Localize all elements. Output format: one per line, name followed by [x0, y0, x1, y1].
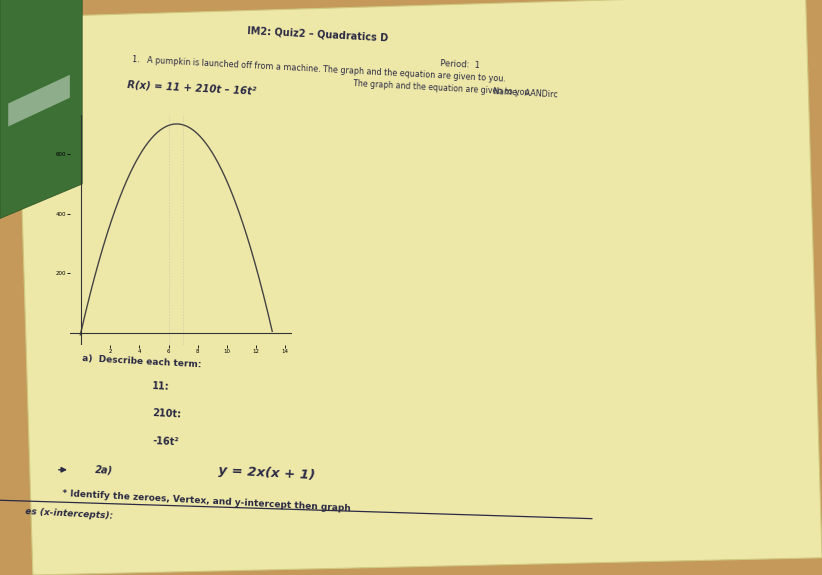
Bar [0, 431, 822, 460]
Text: * Identify the zeroes, Vertex, and y-intercept then graph: * Identify the zeroes, Vertex, and y-int… [62, 489, 351, 513]
Text: Period:  1: Period: 1 [440, 59, 480, 70]
Bar [0, 201, 822, 230]
Text: R(x) = 11 + 210t – 16t²: R(x) = 11 + 210t – 16t² [127, 79, 257, 96]
Bar [0, 230, 822, 259]
Bar [0, 316, 822, 345]
Bar [0, 460, 822, 489]
Bar [0, 374, 822, 402]
Text: IM2: Quiz2 – Quadratics D: IM2: Quiz2 – Quadratics D [247, 26, 388, 43]
Bar [0, 402, 822, 431]
Text: es (x-intercepts):: es (x-intercepts): [25, 507, 113, 521]
Text: 1.   A pumpkin is launched off from a machine. The graph and the equation are gi: 1. A pumpkin is launched off from a mach… [132, 55, 506, 83]
Text: The graph and the equation are given to you.: The graph and the equation are given to … [353, 79, 533, 98]
Text: y = 2x(x + 1): y = 2x(x + 1) [218, 464, 316, 482]
Bar [0, 144, 822, 172]
Text: 11:: 11: [152, 381, 170, 392]
Bar [0, 172, 822, 201]
Bar [0, 58, 822, 86]
Bar [0, 0, 822, 29]
Bar [0, 288, 822, 316]
Text: 2a): 2a) [95, 464, 113, 475]
Bar [0, 489, 822, 518]
Text: -16t²: -16t² [152, 436, 179, 447]
Bar [0, 115, 822, 144]
Text: Name:  AANDirc: Name: AANDirc [493, 87, 558, 100]
Polygon shape [16, 0, 822, 575]
Bar [0, 86, 822, 115]
Polygon shape [8, 75, 70, 126]
Bar [0, 259, 822, 288]
Bar [0, 345, 822, 374]
Bar [0, 546, 822, 575]
Polygon shape [0, 0, 82, 218]
Text: a)  Describe each term:: a) Describe each term: [82, 354, 202, 369]
Bar [0, 518, 822, 546]
Bar [0, 29, 822, 58]
Text: 210t:: 210t: [152, 408, 182, 420]
